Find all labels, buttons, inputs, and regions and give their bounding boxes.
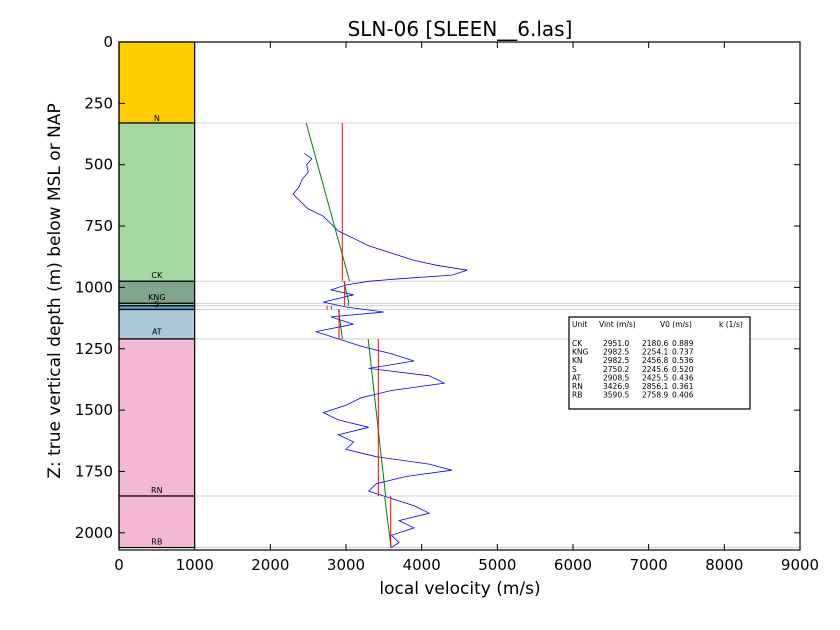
table-cell: 2456.8 — [642, 356, 668, 365]
x-tick-label: 4000 — [403, 556, 441, 574]
y-tick-label: 0 — [103, 33, 113, 51]
unit-label: KNG — [148, 293, 165, 302]
table-cell: 0.406 — [672, 391, 694, 400]
table-cell: 2425.5 — [642, 373, 668, 382]
unit-label: AT — [152, 328, 162, 337]
y-axis-label: Z: true vertical depth (m) below MSL or … — [45, 103, 65, 478]
interval-velocity-lines — [326, 122, 392, 548]
unit-boundary-lines — [119, 122, 800, 548]
table-cell: RB — [572, 391, 582, 400]
stratigraphic-column — [118, 41, 196, 549]
linear-model-segment — [384, 495, 392, 548]
x-axis-ticks: 0 1000 2000 3000 4000 5000 6000 7000 8000 9000 — [114, 42, 819, 574]
table-cell: 0.520 — [672, 365, 694, 374]
y-tick-label: 500 — [84, 156, 113, 174]
unit-label: S — [154, 300, 159, 309]
unit-label: N — [154, 114, 160, 123]
table-cell: 0.889 — [672, 339, 694, 348]
y-tick-label: 1750 — [75, 462, 113, 480]
x-axis-label: local velocity (m/s) — [379, 579, 540, 599]
x-tick-label: 3000 — [327, 556, 365, 574]
y-axis-ticks: 0 250 500 750 1000 1250 1500 1750 2000 — [75, 33, 800, 542]
table-cell: S — [572, 365, 577, 374]
table-cell: 2750.2 — [603, 365, 629, 374]
chart-title: SLN-06 [SLEEN__6.las] — [348, 17, 573, 41]
unit-box-ck — [118, 122, 196, 282]
table-cell: 2951.0 — [603, 339, 629, 348]
table-cell: 2982.5 — [603, 356, 629, 365]
x-tick-label: 0 — [114, 556, 124, 574]
table-cell: AT — [572, 373, 582, 382]
x-tick-label: 8000 — [705, 556, 743, 574]
x-tick-label: 1000 — [176, 556, 214, 574]
unit-box-n — [118, 41, 196, 124]
table-header: k (1/s) — [719, 320, 743, 329]
table-cell: 2758.9 — [642, 391, 668, 400]
linear-model-segment — [305, 122, 351, 282]
unit-label: RB — [151, 537, 162, 546]
y-tick-label: 2000 — [75, 524, 113, 542]
unit-label: CK — [151, 271, 163, 280]
table-frame — [568, 316, 751, 410]
table-cell: KN — [572, 356, 583, 365]
table-cell: CK — [572, 339, 583, 348]
plot-frame — [118, 41, 801, 551]
table-cell: KNG — [572, 348, 589, 357]
linear-model-segment — [330, 305, 333, 310]
table-cell: 2254.1 — [642, 348, 668, 357]
table-header: Vint (m/s) — [599, 320, 636, 329]
y-tick-label: 1250 — [75, 340, 113, 358]
table-cell: 0.361 — [672, 382, 694, 391]
x-tick-label: 6000 — [554, 556, 592, 574]
table-cell: 2856.1 — [642, 382, 668, 391]
table-cell: 0.436 — [672, 373, 694, 382]
table-header: Unit — [572, 320, 587, 329]
x-tick-label: 5000 — [478, 556, 516, 574]
unit-box-rn — [118, 338, 196, 497]
linear-model-segment — [367, 338, 387, 497]
table-cell: 3426.9 — [603, 382, 629, 391]
x-tick-label: 2000 — [251, 556, 289, 574]
y-tick-label: 250 — [84, 94, 113, 112]
table-cell: 0.536 — [672, 356, 694, 365]
y-tick-label: 1000 — [75, 278, 113, 296]
sonic-log-line — [292, 153, 468, 548]
x-tick-label: 9000 — [781, 556, 819, 574]
y-tick-label: 750 — [84, 217, 113, 235]
velocity-table: Unit Vint (m/s) V0 (m/s) k (1/s) CK 2951.0 218… — [568, 316, 751, 410]
plot-area — [292, 122, 468, 548]
y-tick-label: 1500 — [75, 401, 113, 419]
table-cell: 3590.5 — [603, 391, 629, 400]
table-cell: 2982.5 — [603, 348, 629, 357]
x-tick-label: 7000 — [630, 556, 668, 574]
table-cell: 0.737 — [672, 348, 694, 357]
unit-label: RN — [151, 486, 163, 495]
table-cell: 2908.5 — [603, 373, 629, 382]
table-cell: 2245.6 — [642, 365, 668, 374]
table-header: V0 (m/s) — [660, 320, 692, 329]
table-cell: RN — [572, 382, 583, 391]
table-cell: 2180.6 — [642, 339, 668, 348]
